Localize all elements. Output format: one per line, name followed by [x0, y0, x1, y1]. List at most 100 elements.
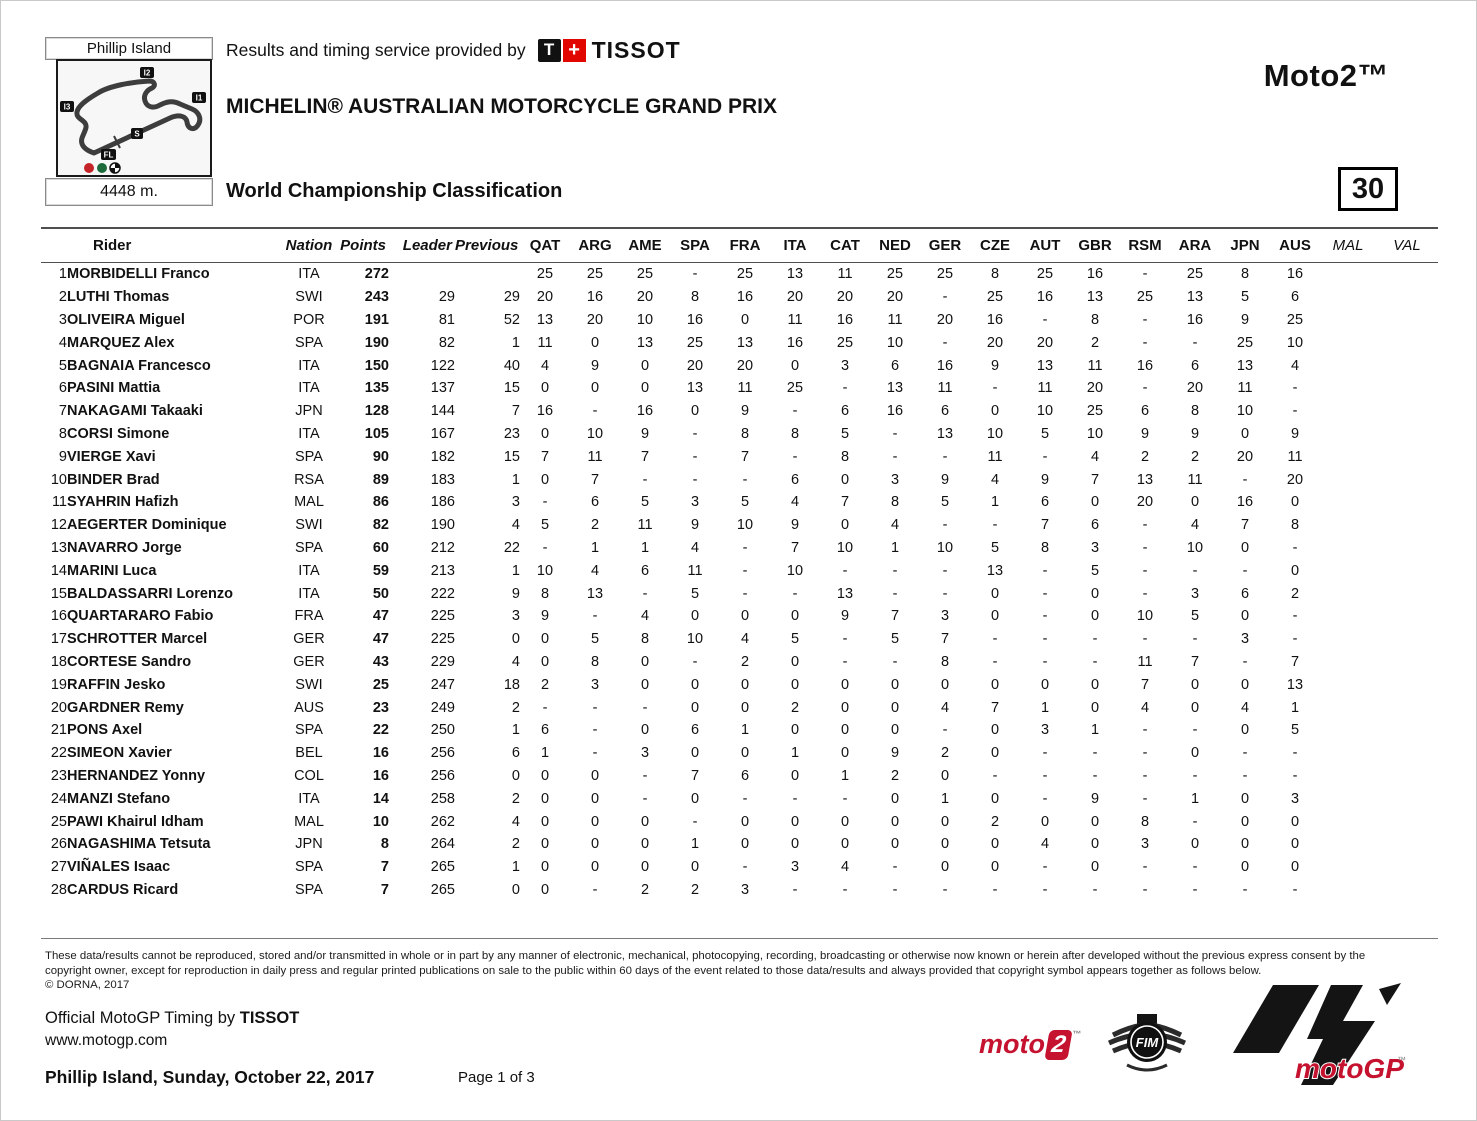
race-result-cell: 25: [1036, 266, 1054, 283]
points-cell: 190: [364, 334, 389, 351]
gap-to-previous-cell: 1: [511, 471, 520, 488]
race-result-cell: 16: [886, 403, 904, 420]
race-result-cell: 8: [1090, 311, 1100, 328]
race-result-cell: 13: [886, 380, 904, 397]
race-result-cell: 0: [640, 676, 650, 693]
race-result-cell: 0: [840, 745, 850, 762]
rider-name-cell: CORTESE Sandro: [67, 653, 192, 670]
gap-to-previous-cell: 6: [511, 745, 520, 762]
race-result-cell: 16: [536, 403, 554, 420]
race-result-cell: -: [642, 585, 648, 602]
race-result-cell: 0: [740, 311, 750, 328]
race-result-cell: 0: [840, 699, 850, 716]
race-result-cell: 20: [1186, 380, 1204, 397]
race-result-cell: 4: [840, 859, 850, 876]
race-result-cell: 9: [890, 745, 900, 762]
race-result-cell: 7: [1240, 517, 1250, 534]
race-result-cell: [1376, 331, 1438, 354]
race-result-cell: 20: [1286, 471, 1304, 488]
gap-to-previous-cell: 22: [503, 539, 520, 556]
race-result-cell: -: [742, 859, 748, 876]
race-result-cell: 20: [586, 311, 604, 328]
race-result-cell: 0: [1240, 722, 1250, 739]
race-result-cell: 1: [890, 539, 900, 556]
race-result-cell: 11: [1137, 653, 1153, 670]
race-result-cell: 0: [690, 608, 700, 625]
points-cell: 16: [372, 745, 389, 762]
race-result-cell: -: [842, 881, 848, 898]
race-result-cell: 20: [886, 289, 904, 306]
col-nation: Nation: [280, 227, 338, 263]
race-result-cell: 10: [936, 539, 954, 556]
race-result-cell: 11: [737, 380, 753, 397]
race-result-cell: 9: [740, 403, 750, 420]
race-result-cell: -: [1192, 767, 1198, 784]
race-result-cell: 8: [1040, 539, 1050, 556]
race-result-cell: [1320, 628, 1376, 651]
nation-cell: MAL: [294, 813, 324, 830]
race-result-cell: [1320, 582, 1376, 605]
race-result-cell: [1376, 628, 1438, 651]
gap-to-previous-cell: 52: [503, 311, 520, 328]
gap-to-previous-cell: 2: [511, 790, 520, 807]
race-result-cell: 3: [690, 494, 700, 511]
rider-row: 6 PASINI Mattia ITA 135 137 15 0 0 0 13 11 25 - 13 11 -…: [41, 377, 1438, 400]
gap-to-previous-cell: 4: [511, 813, 520, 830]
race-result-cell: [1376, 559, 1438, 582]
race-result-cell: -: [1042, 631, 1048, 648]
race-result-cell: [1376, 309, 1438, 332]
race-result-cell: 8: [740, 425, 750, 442]
race-result-cell: -: [1192, 722, 1198, 739]
race-result-cell: 4: [790, 494, 800, 511]
rider-row: 1 MORBIDELLI Franco ITA 272 25 25 25 - 25 13 11 25 2…: [41, 263, 1438, 286]
position-cell: 9: [58, 448, 67, 465]
rider-row: 21 PONS Axel SPA 22 250 1 6 - 0 6 1 0 0 0 - 0 3 1 - - 0 5: [41, 719, 1438, 742]
race-result-cell: 16: [836, 311, 854, 328]
race-result-cell: -: [1092, 881, 1098, 898]
race-result-cell: 0: [1240, 859, 1250, 876]
rider-name-cell: RAFFIN Jesko: [67, 676, 166, 693]
race-result-cell: 6: [640, 562, 650, 579]
race-result-cell: 0: [640, 859, 650, 876]
race-result-cell: 5: [1090, 562, 1100, 579]
rider-row: 3 OLIVEIRA Miguel POR 191 81 52 13 20 10 16 0 11 16 1…: [41, 309, 1438, 332]
race-result-cell: 6: [840, 403, 850, 420]
race-result-cell: 25: [886, 266, 904, 283]
race-result-cell: -: [1292, 745, 1298, 762]
points-cell: 86: [372, 494, 389, 511]
race-result-cell: 10: [636, 311, 654, 328]
position-cell: 23: [50, 767, 67, 784]
race-result-cell: 16: [636, 403, 654, 420]
race-result-cell: 11: [637, 517, 653, 534]
race-result-cell: -: [1142, 517, 1148, 534]
race-result-cell: 3: [1140, 836, 1150, 853]
race-result-cell: 0: [640, 653, 650, 670]
race-result-cell: [1320, 605, 1376, 628]
gap-to-previous-cell: 2: [511, 836, 520, 853]
rider-row: 24 MANZI Stefano ITA 14 258 2 0 0 - 0 - - - 0 1 0 - 9 - 1 0 3: [41, 787, 1438, 810]
race-result-cell: 0: [890, 813, 900, 830]
race-result-cell: -: [1142, 334, 1148, 351]
race-result-cell: 4: [540, 357, 550, 374]
race-result-cell: -: [592, 722, 598, 739]
race-result-cell: 5: [990, 539, 1000, 556]
service-text: Results and timing service provided by: [226, 39, 526, 60]
race-result-cell: -: [1042, 653, 1048, 670]
race-result-cell: -: [1192, 813, 1198, 830]
race-result-cell: 13: [636, 334, 654, 351]
race-result-cell: 11: [1087, 357, 1103, 374]
gap-to-leader-cell: 265: [430, 881, 455, 898]
race-result-cell: 7: [990, 699, 1000, 716]
race-result-cell: 0: [640, 357, 650, 374]
race-result-cell: 10: [1286, 334, 1304, 351]
race-result-cell: 0: [990, 403, 1000, 420]
position-cell: 18: [50, 653, 67, 670]
race-result-cell: 0: [790, 767, 800, 784]
race-result-cell: 0: [840, 676, 850, 693]
map-label-i3: I3: [60, 101, 74, 112]
race-result-cell: 0: [990, 745, 1000, 762]
race-result-cell: 0: [740, 699, 750, 716]
position-cell: 16: [50, 608, 67, 625]
col-ger: GER: [920, 227, 970, 263]
race-result-cell: 7: [590, 471, 600, 488]
